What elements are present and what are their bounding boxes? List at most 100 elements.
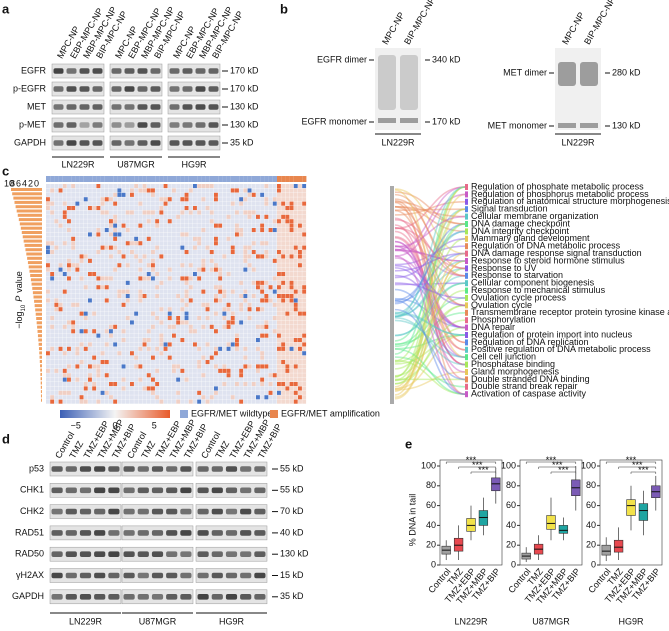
strip bbox=[293, 176, 298, 182]
smear bbox=[558, 62, 576, 86]
cell bbox=[268, 236, 273, 241]
band bbox=[53, 68, 64, 74]
cell bbox=[151, 236, 155, 241]
cell bbox=[138, 360, 143, 365]
cell bbox=[222, 232, 227, 237]
cell bbox=[281, 360, 286, 365]
group-label: LN229R bbox=[561, 137, 595, 147]
cell bbox=[130, 245, 134, 250]
band bbox=[123, 466, 135, 472]
cell bbox=[67, 263, 71, 268]
cell bbox=[302, 263, 307, 268]
cell bbox=[298, 206, 302, 211]
cell bbox=[226, 276, 231, 281]
cell bbox=[264, 201, 269, 206]
cell bbox=[130, 346, 134, 351]
cell bbox=[293, 263, 298, 268]
term-label: DNA integrity checkpoint bbox=[471, 226, 570, 236]
cell bbox=[247, 368, 252, 373]
panel-label: e bbox=[405, 436, 412, 451]
cell bbox=[67, 351, 71, 356]
cell bbox=[104, 285, 109, 290]
cell bbox=[302, 258, 307, 263]
cell bbox=[268, 228, 273, 233]
cell bbox=[293, 311, 298, 316]
bar-decor bbox=[30, 278, 42, 282]
strip bbox=[201, 176, 206, 182]
cell bbox=[100, 223, 105, 228]
cell bbox=[264, 280, 269, 285]
cell bbox=[58, 364, 63, 369]
cell bbox=[272, 316, 277, 321]
cell bbox=[58, 382, 63, 387]
cell bbox=[54, 289, 59, 294]
cell bbox=[62, 390, 67, 395]
cell bbox=[50, 373, 55, 378]
cell bbox=[260, 373, 265, 378]
cell bbox=[163, 338, 168, 343]
cell bbox=[205, 338, 210, 343]
cell bbox=[184, 197, 189, 202]
cell bbox=[79, 333, 84, 338]
cell bbox=[176, 223, 181, 228]
cell bbox=[264, 210, 269, 215]
sig-bracket bbox=[538, 466, 577, 469]
cell bbox=[272, 342, 277, 347]
cell bbox=[302, 373, 307, 378]
cell bbox=[209, 188, 214, 193]
cell bbox=[146, 258, 151, 263]
cell bbox=[109, 329, 113, 334]
cell bbox=[214, 280, 218, 285]
term-label: Regulation of protein import into nucleu… bbox=[471, 329, 633, 339]
band bbox=[51, 594, 63, 600]
cell bbox=[197, 342, 202, 347]
cell bbox=[104, 338, 109, 343]
cell bbox=[146, 377, 151, 382]
cell bbox=[163, 228, 168, 233]
cell bbox=[121, 272, 126, 277]
cell bbox=[75, 320, 80, 325]
cell bbox=[58, 338, 63, 343]
cell bbox=[109, 258, 113, 263]
cell bbox=[298, 280, 302, 285]
cell bbox=[54, 192, 59, 197]
cell bbox=[113, 294, 118, 299]
cell bbox=[285, 390, 290, 395]
cell bbox=[272, 346, 277, 351]
cell bbox=[121, 206, 126, 211]
y-tick-label: 80 bbox=[506, 480, 516, 490]
cell bbox=[188, 395, 193, 400]
cell bbox=[109, 294, 113, 299]
cell bbox=[239, 276, 244, 281]
cell bbox=[159, 280, 164, 285]
cell bbox=[184, 241, 189, 246]
cell bbox=[130, 206, 134, 211]
cell bbox=[159, 214, 164, 219]
cell bbox=[293, 373, 298, 378]
cell bbox=[134, 364, 139, 369]
cell bbox=[218, 338, 223, 343]
cell bbox=[117, 386, 122, 391]
cell bbox=[235, 210, 239, 215]
cell bbox=[172, 188, 176, 193]
cell bbox=[138, 382, 143, 387]
cell bbox=[83, 201, 88, 206]
cell bbox=[230, 386, 235, 391]
cell bbox=[243, 342, 248, 347]
cell bbox=[109, 346, 113, 351]
cell bbox=[230, 197, 235, 202]
cell bbox=[142, 201, 147, 206]
cell bbox=[281, 390, 286, 395]
cell bbox=[180, 382, 185, 387]
cell bbox=[197, 188, 202, 193]
cell bbox=[298, 250, 302, 255]
bar-decor bbox=[40, 377, 42, 381]
cell bbox=[113, 346, 118, 351]
cell bbox=[302, 184, 307, 189]
cell bbox=[138, 399, 143, 404]
cell bbox=[226, 386, 231, 391]
cell bbox=[268, 395, 273, 400]
cell bbox=[277, 228, 281, 233]
cell bbox=[180, 333, 185, 338]
y-tick-label: 40 bbox=[506, 520, 516, 530]
